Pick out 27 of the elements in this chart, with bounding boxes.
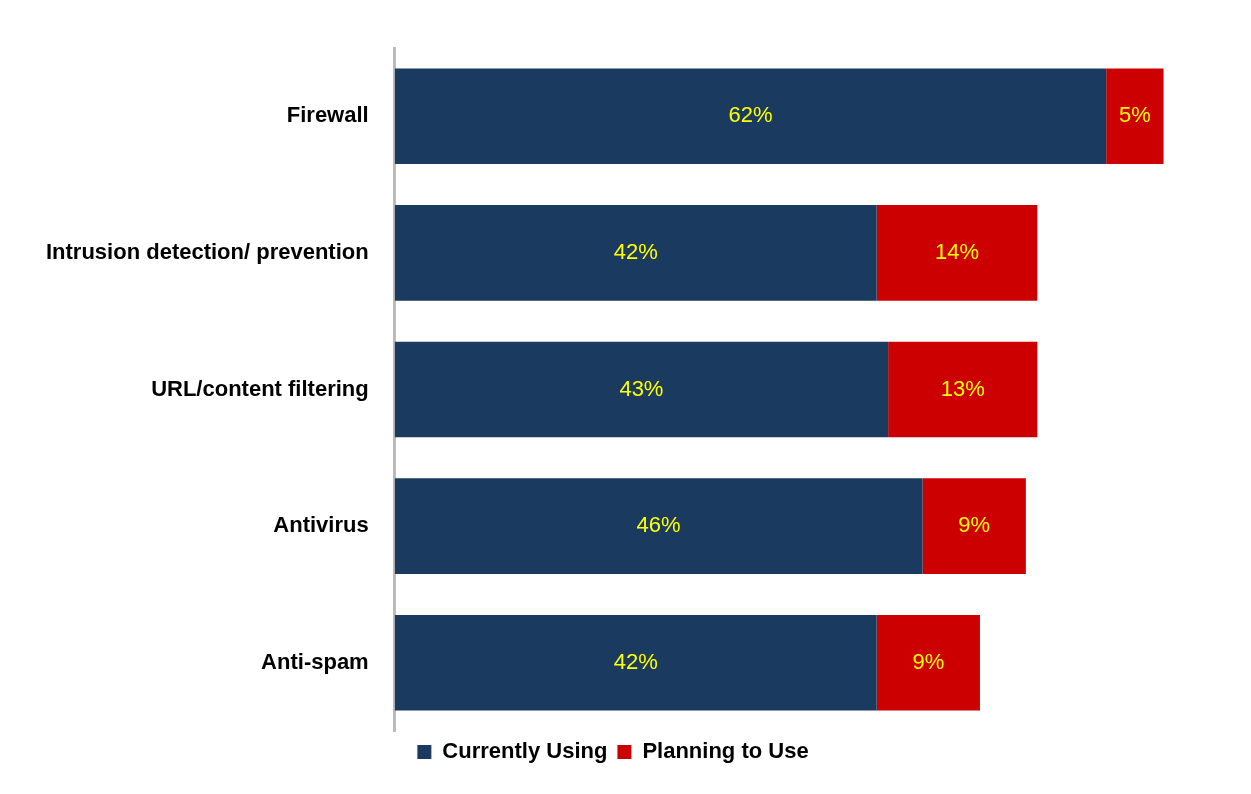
y-tick-label: Intrusion detection/ prevention [46, 238, 369, 264]
data-label: 46% [636, 512, 681, 538]
data-label: 9% [958, 512, 991, 538]
bar [394, 478, 923, 574]
data-label: 5% [1118, 102, 1151, 128]
bar [394, 68, 1107, 165]
bar [394, 205, 877, 301]
data-label: 62% [728, 102, 773, 128]
data-label: 9% [912, 648, 945, 674]
bar [394, 341, 889, 438]
bar [876, 205, 1038, 301]
bar [888, 341, 1038, 438]
y-tick-label: Firewall [286, 102, 369, 128]
bar [876, 614, 980, 711]
legend-label: Currently Using [442, 738, 608, 764]
data-label: 42% [613, 648, 658, 674]
data-label: 14% [934, 238, 980, 264]
data-label: 43% [619, 375, 664, 401]
y-tick-label: Anti-spam [261, 648, 369, 674]
bar [1106, 68, 1164, 165]
data-label: 42% [613, 238, 658, 264]
legend-label: Planning to Use [642, 738, 809, 764]
data-label: 13% [940, 375, 985, 401]
y-tick-label: Antivirus [273, 512, 369, 538]
bar [394, 614, 877, 711]
y-tick-label: URL/content filtering [151, 375, 369, 401]
bar [922, 478, 1026, 574]
